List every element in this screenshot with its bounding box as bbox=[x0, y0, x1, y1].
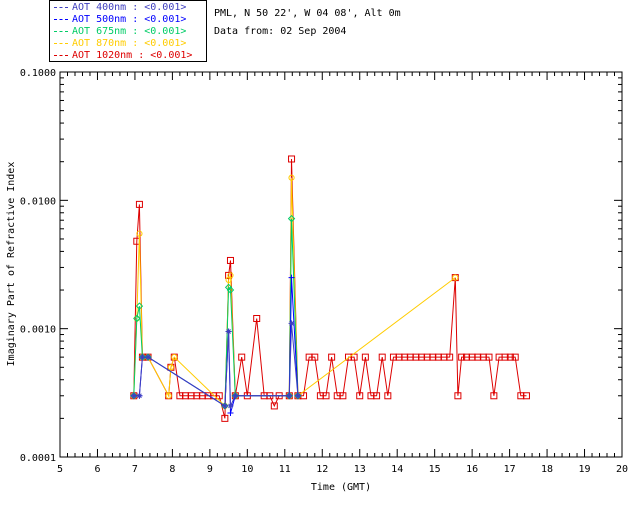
legend-label-500nm: AOT 500nm : <0.001> bbox=[72, 14, 187, 25]
data-point bbox=[225, 328, 232, 335]
legend-swatch-400nm bbox=[54, 6, 68, 8]
legend-label-1020nm: AOT 1020nm : <0.001> bbox=[72, 50, 193, 61]
data-point bbox=[501, 353, 509, 361]
data-date: Data from: 02 Sep 2004 bbox=[214, 26, 347, 37]
data-point bbox=[458, 353, 466, 361]
legend-item-1020nm: AOT 1020nm : <0.001> bbox=[54, 50, 204, 62]
x-tick-label: 15 bbox=[429, 464, 441, 475]
x-tick-label: 7 bbox=[132, 464, 138, 475]
data-point bbox=[288, 320, 295, 327]
y-tick-label: 0.0001 bbox=[20, 453, 56, 464]
data-point bbox=[227, 410, 234, 417]
legend-item-870nm: AOT 870nm : <0.001> bbox=[54, 38, 204, 50]
y-tick-label: 0.1000 bbox=[20, 68, 56, 79]
data-point bbox=[253, 315, 261, 323]
series-aot-675nm bbox=[130, 214, 302, 410]
data-point bbox=[373, 392, 381, 400]
data-point bbox=[136, 230, 143, 237]
data-point bbox=[322, 392, 330, 400]
legend: AOT 400nm : <0.001> AOT 500nm : <0.001> … bbox=[49, 0, 207, 62]
data-point bbox=[339, 392, 347, 400]
data-point bbox=[226, 256, 234, 264]
data-point bbox=[139, 354, 146, 361]
data-point bbox=[221, 402, 228, 409]
data-point bbox=[238, 353, 246, 361]
data-point bbox=[226, 286, 235, 294]
x-axis-label: Time (GMT) bbox=[311, 482, 371, 493]
x-tick-label: 18 bbox=[541, 464, 553, 475]
data-point bbox=[227, 272, 234, 279]
data-point bbox=[356, 392, 364, 400]
data-point bbox=[288, 274, 295, 281]
data-point bbox=[165, 392, 172, 399]
legend-label-870nm: AOT 870nm : <0.001> bbox=[72, 38, 187, 49]
y-axis-label: Imaginary Part of Refractive Index bbox=[6, 162, 17, 367]
data-point bbox=[288, 155, 296, 163]
x-tick-label: 5 bbox=[57, 464, 63, 475]
plot-frame bbox=[59, 71, 623, 458]
data-point bbox=[452, 274, 459, 281]
data-point bbox=[145, 354, 152, 361]
data-point bbox=[130, 392, 137, 399]
x-tick-label: 6 bbox=[94, 464, 100, 475]
data-point bbox=[311, 353, 319, 361]
data-point bbox=[454, 392, 462, 400]
data-point bbox=[133, 314, 141, 323]
data-point bbox=[227, 402, 234, 409]
data-point bbox=[221, 414, 229, 422]
data-point bbox=[384, 392, 392, 400]
legend-label-675nm: AOT 675nm : <0.001> bbox=[72, 26, 187, 37]
data-point bbox=[287, 214, 296, 223]
data-point bbox=[288, 174, 295, 181]
x-tick-label: 19 bbox=[579, 464, 591, 475]
y-tick-label: 0.0010 bbox=[20, 325, 56, 336]
data-point bbox=[232, 392, 239, 399]
x-tick-label: 11 bbox=[279, 464, 291, 475]
legend-item-500nm: AOT 500nm : <0.001> bbox=[54, 14, 204, 26]
data-point bbox=[328, 353, 336, 361]
site-info: PML, N 50 22', W 04 08', Alt 0m bbox=[214, 8, 401, 19]
x-tick-label: 9 bbox=[207, 464, 213, 475]
legend-item-675nm: AOT 675nm : <0.001> bbox=[54, 26, 204, 38]
legend-label-400nm: AOT 400nm : <0.001> bbox=[72, 2, 187, 13]
data-point bbox=[167, 364, 175, 371]
series-aot-1020nm bbox=[130, 155, 530, 422]
data-point bbox=[136, 392, 143, 399]
x-tick-label: 12 bbox=[316, 464, 328, 475]
data-point bbox=[270, 402, 278, 410]
data-point bbox=[446, 353, 454, 361]
y-tick-label: 0.0100 bbox=[20, 196, 56, 207]
data-point bbox=[506, 353, 514, 361]
series-line-aot-675nm bbox=[133, 218, 299, 407]
x-tick-label: 13 bbox=[354, 464, 366, 475]
data-point bbox=[135, 200, 143, 208]
data-point bbox=[378, 353, 386, 361]
data-point bbox=[361, 353, 369, 361]
data-point bbox=[511, 353, 519, 361]
data-point bbox=[225, 271, 233, 279]
x-tick-label: 10 bbox=[241, 464, 253, 475]
legend-swatch-675nm bbox=[54, 30, 68, 32]
data-point bbox=[135, 302, 144, 310]
legend-swatch-500nm bbox=[54, 18, 68, 20]
legend-swatch-1020nm bbox=[54, 54, 68, 56]
data-point bbox=[490, 392, 498, 400]
data-point bbox=[171, 354, 178, 361]
series-line-aot-1020nm bbox=[133, 158, 527, 419]
data-point bbox=[522, 392, 530, 400]
legend-swatch-870nm bbox=[54, 42, 68, 44]
legend-item-400nm: AOT 400nm : <0.001> bbox=[54, 2, 204, 14]
data-point bbox=[224, 283, 233, 292]
data-point bbox=[286, 392, 293, 399]
data-point bbox=[294, 392, 301, 399]
x-tick-label: 17 bbox=[504, 464, 516, 475]
x-tick-label: 20 bbox=[616, 464, 628, 475]
data-point bbox=[485, 353, 493, 361]
x-tick-label: 16 bbox=[466, 464, 478, 475]
series-aot-400nm bbox=[130, 320, 301, 409]
x-tick-label: 8 bbox=[169, 464, 175, 475]
data-point bbox=[215, 392, 223, 400]
x-tick-label: 14 bbox=[391, 464, 403, 475]
